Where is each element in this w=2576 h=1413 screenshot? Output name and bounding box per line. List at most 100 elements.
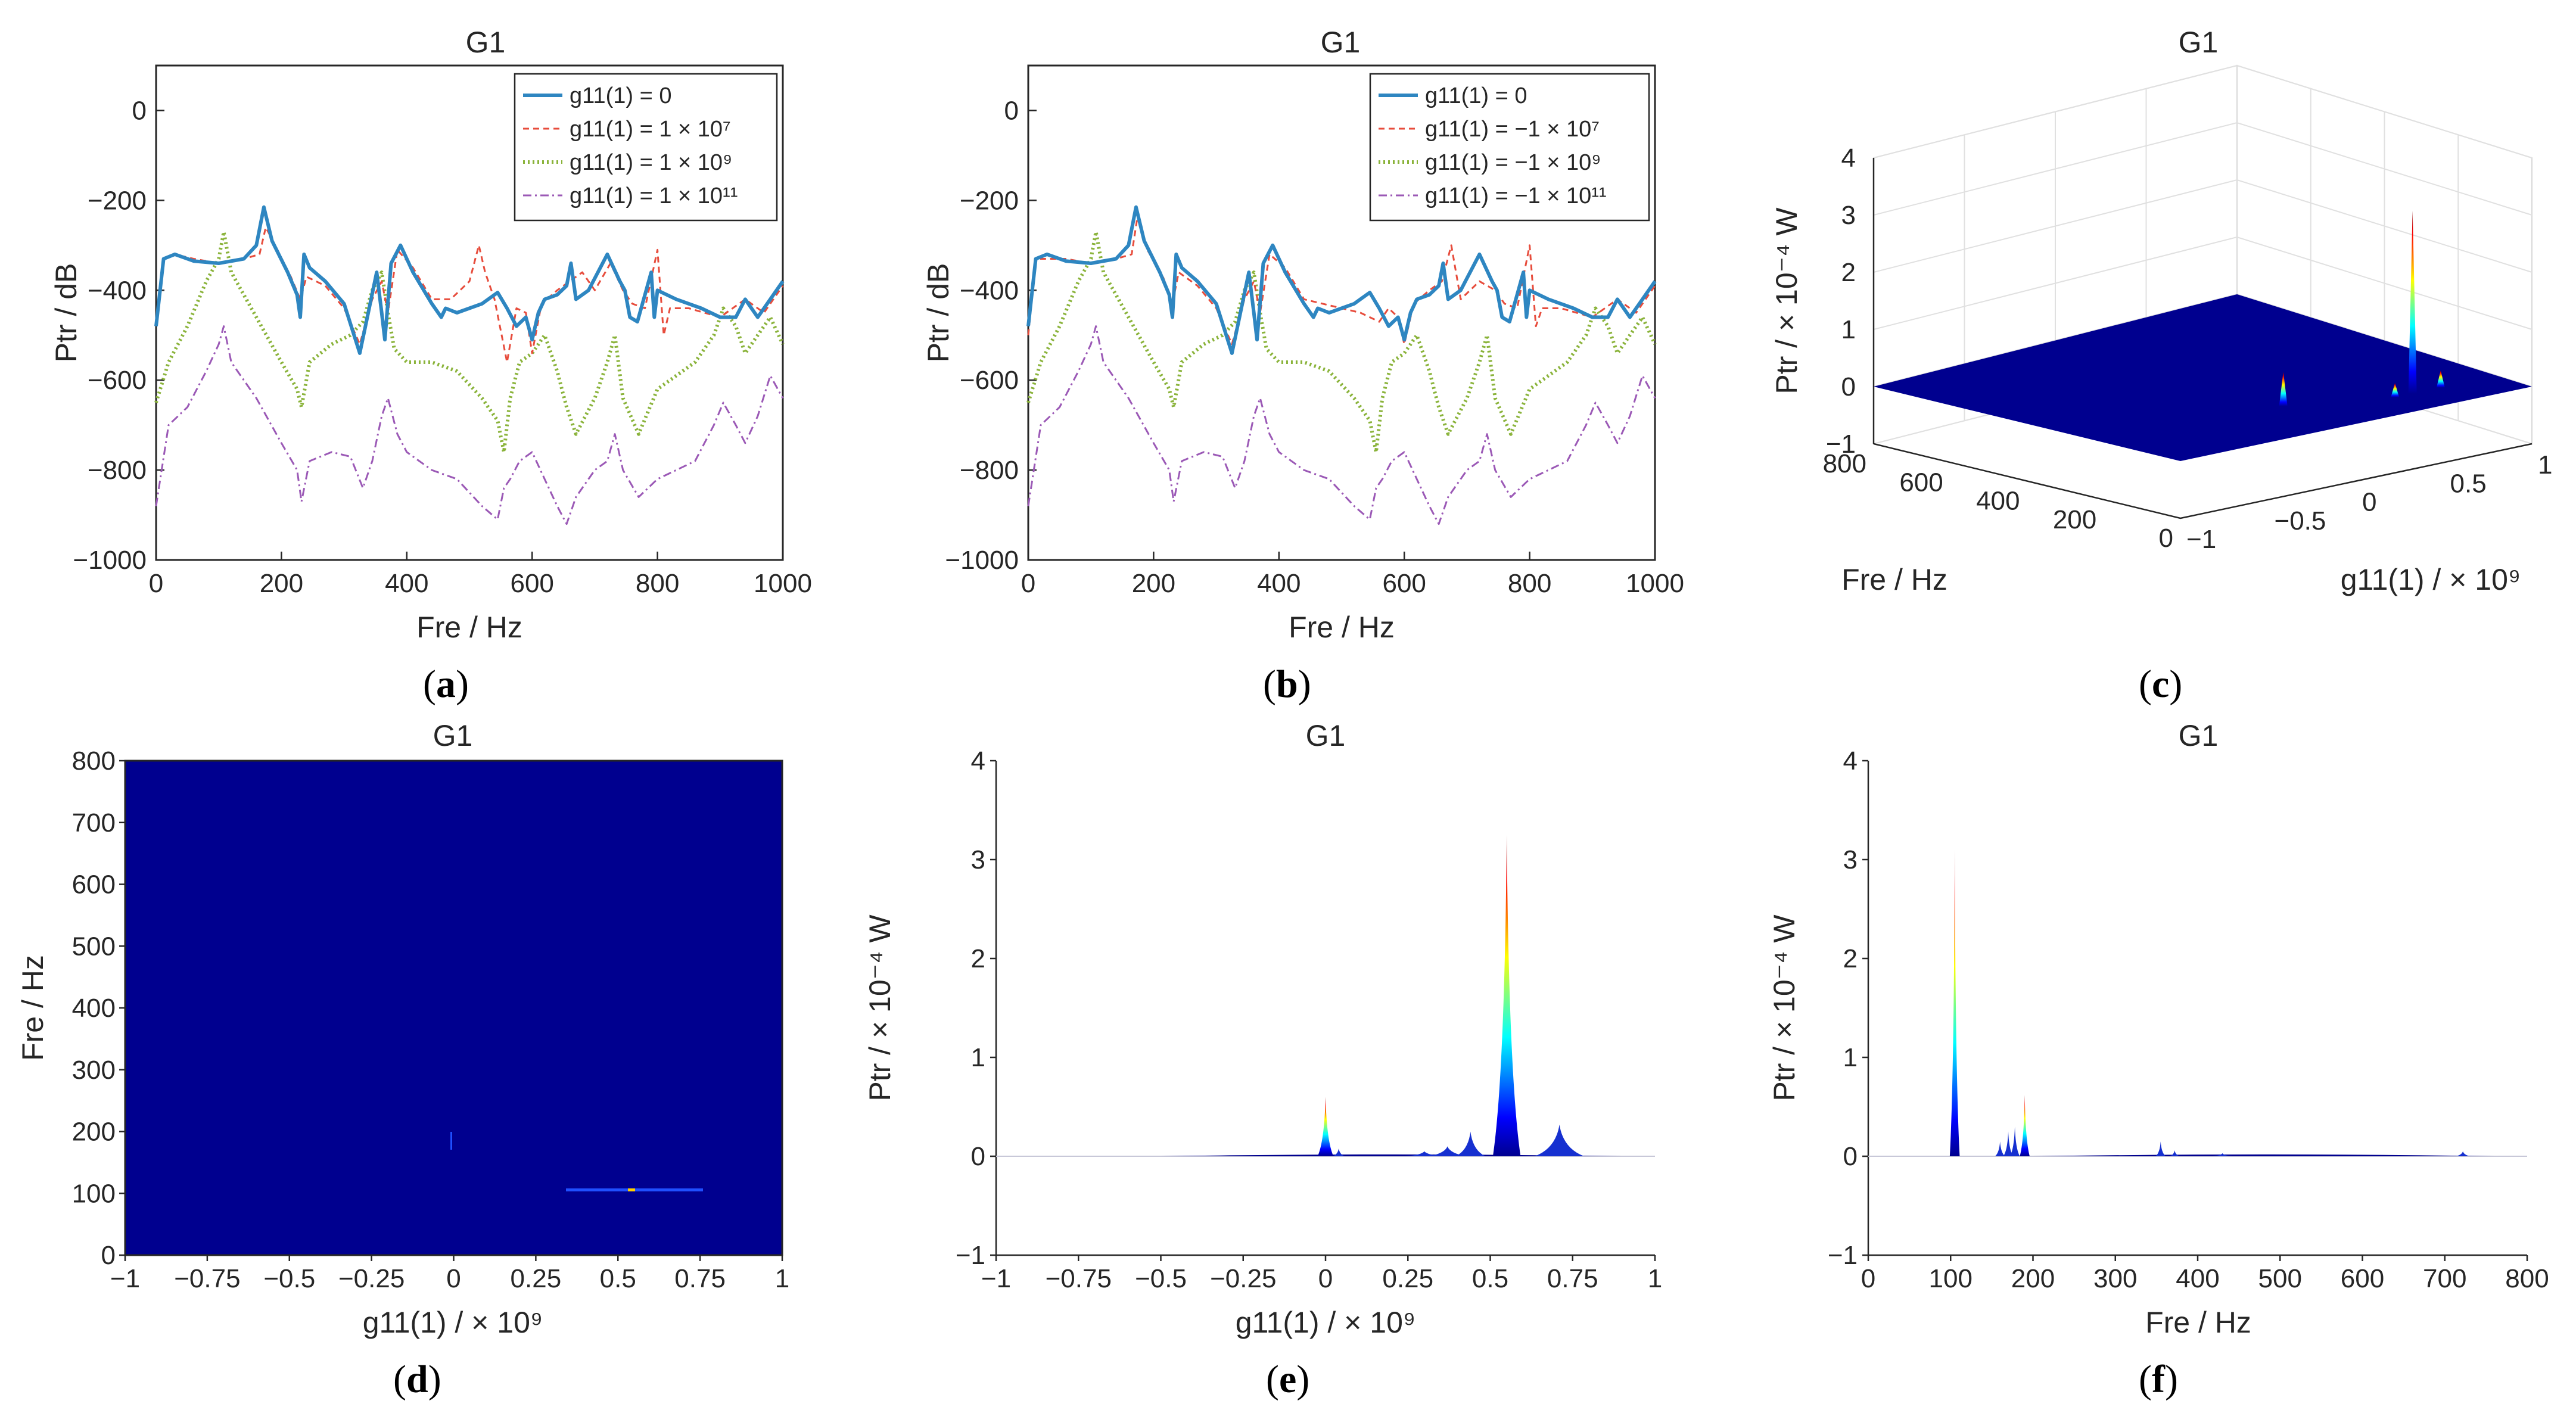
c-ztick-label: 3 bbox=[1841, 201, 1856, 230]
f-xtick-label: 0 bbox=[1861, 1264, 1875, 1293]
legend-b-entry-3: g11(1) = −1 × 10⁹ bbox=[1425, 150, 1601, 175]
b-ytick-label: −600 bbox=[960, 366, 1019, 395]
d-xtick-label: 0.25 bbox=[511, 1264, 562, 1293]
e-xtick-label: −0.75 bbox=[1046, 1264, 1112, 1293]
panel-d-caption: (d) bbox=[393, 1358, 441, 1401]
panel-a-xlabel: Fre / Hz bbox=[416, 611, 522, 644]
panel-e-ylabel: Ptr / × 10⁻⁴ W bbox=[863, 914, 897, 1101]
d-xtick-label: −0.75 bbox=[174, 1264, 240, 1293]
a-ytick-label: −600 bbox=[88, 366, 147, 395]
f-peak-7 bbox=[2169, 1150, 2180, 1156]
f-base-fill bbox=[2033, 1154, 2494, 1156]
e-peak-3 bbox=[1404, 1151, 1445, 1156]
d-ytick-label: 0 bbox=[101, 1241, 116, 1270]
f-peak-8 bbox=[2212, 1153, 2233, 1156]
f-xtick-label: 300 bbox=[2093, 1264, 2137, 1293]
e-xtick-label: 0 bbox=[1318, 1264, 1333, 1293]
panel-f-caption: (f) bbox=[2139, 1358, 2178, 1401]
b-ytick-label: −200 bbox=[960, 186, 1019, 215]
d-xtick-label: −1 bbox=[110, 1264, 140, 1293]
d-ytick-label: 200 bbox=[72, 1118, 116, 1147]
c-g-tick-label: 0.5 bbox=[2450, 469, 2487, 498]
c-peak-4 bbox=[2391, 382, 2400, 397]
b-xtick-label: 200 bbox=[1132, 569, 1175, 598]
panel-e-caption: (e) bbox=[1266, 1358, 1309, 1401]
a-xtick-label: 1000 bbox=[754, 569, 812, 598]
c-peak-3 bbox=[2436, 370, 2445, 388]
d-xtick-label: 1 bbox=[775, 1264, 789, 1293]
panel-a: G1 0 −200 −400 −600 −800 −1000 0 200 400 600 800 1… bbox=[49, 26, 812, 706]
e-xtick-label: 0.25 bbox=[1382, 1264, 1433, 1293]
panel-f-title: G1 bbox=[2179, 719, 2219, 752]
e-peak-4 bbox=[1427, 1146, 1467, 1156]
d-xtick-label: 0.5 bbox=[600, 1264, 636, 1293]
c-g-tick-label: 1 bbox=[2538, 450, 2552, 480]
legend-a-entry-2: g11(1) = 1 × 10⁷ bbox=[570, 117, 731, 142]
panel-f-ylabel: Ptr / × 10⁻⁴ W bbox=[1768, 914, 1801, 1101]
e-ytick-label: 2 bbox=[971, 944, 985, 973]
c-ztick-label: 0 bbox=[1841, 372, 1856, 402]
e-peak-7 bbox=[1535, 1124, 1585, 1156]
panel-d-title: G1 bbox=[433, 719, 473, 752]
panel-c: G1 4 3 2 1 0 −1 800 600 400 200 0 −1 −0.5 0 0.5 1 Ptr … bbox=[1770, 26, 2552, 706]
a-xtick-label: 800 bbox=[636, 569, 679, 598]
b-xtick-label: 400 bbox=[1257, 569, 1301, 598]
f-ytick-label: 2 bbox=[1843, 944, 1858, 973]
f-peak-4 bbox=[2009, 1126, 2020, 1156]
d-ytick-label: 400 bbox=[72, 994, 116, 1023]
f-ytick-label: 4 bbox=[1843, 746, 1858, 776]
e-ytick-label: 4 bbox=[971, 746, 985, 776]
f-ytick-label: 1 bbox=[1843, 1043, 1858, 1072]
c-g-tick-label: −1 bbox=[2186, 525, 2216, 554]
panel-b-ylabel: Ptr / dB bbox=[922, 263, 955, 363]
panel-a-caption: (a) bbox=[423, 662, 469, 706]
a-ytick-label: −200 bbox=[88, 186, 147, 215]
d-xtick-label: −0.5 bbox=[263, 1264, 315, 1293]
c-g-tick-label: 0 bbox=[2362, 488, 2376, 517]
panel-b-caption: (b) bbox=[1263, 662, 1311, 706]
legend-b-entry-1: g11(1) = 0 bbox=[1425, 83, 1527, 108]
f-peak-9 bbox=[2455, 1151, 2471, 1156]
panel-c-caption: (c) bbox=[2139, 662, 2182, 706]
legend-b-entry-4: g11(1) = −1 × 10¹¹ bbox=[1425, 183, 1607, 208]
panel-d-xlabel: g11(1) / × 10⁹ bbox=[363, 1306, 543, 1339]
c-ztick-label: 4 bbox=[1841, 144, 1856, 173]
d-xtick-label: −0.25 bbox=[338, 1264, 405, 1293]
panel-d-streak bbox=[450, 1132, 452, 1150]
c-fre-tick-label: 600 bbox=[1899, 468, 1943, 497]
f-peak-1 bbox=[1949, 849, 1960, 1156]
f-peak-2 bbox=[1995, 1141, 2005, 1156]
d-xtick-label: 0 bbox=[446, 1264, 461, 1293]
panel-e-xlabel: g11(1) / × 10⁹ bbox=[1236, 1306, 1416, 1339]
d-ytick-label: 500 bbox=[72, 932, 116, 961]
panel-b-xlabel: Fre / Hz bbox=[1289, 611, 1395, 644]
a-series-line-4 bbox=[155, 325, 784, 525]
c-grid-line bbox=[1873, 64, 2533, 158]
c-fre-tick-label: 400 bbox=[1976, 487, 2020, 516]
f-xtick-label: 200 bbox=[2011, 1264, 2055, 1293]
panel-c-xlabel: g11(1) / × 10⁹ bbox=[2341, 563, 2521, 596]
a-ytick-label: 0 bbox=[132, 96, 147, 125]
panel-c-surface bbox=[1874, 294, 2532, 461]
b-xtick-label: 800 bbox=[1508, 569, 1551, 598]
legend-b-entry-2: g11(1) = −1 × 10⁷ bbox=[1425, 117, 1600, 142]
d-xtick-label: 0.75 bbox=[674, 1264, 726, 1293]
a-ytick-label: −1000 bbox=[73, 546, 147, 575]
d-ytick-label: 100 bbox=[72, 1179, 116, 1208]
c-grid-line bbox=[1873, 179, 2533, 273]
f-xtick-label: 700 bbox=[2423, 1264, 2466, 1293]
c-g-tick-label: −0.5 bbox=[2275, 506, 2326, 536]
c-peak-1 bbox=[2408, 210, 2417, 394]
panel-a-legend: g11(1) = 0 g11(1) = 1 × 10⁷ g11(1) = 1 ×… bbox=[514, 73, 778, 222]
b-ytick-label: 0 bbox=[1004, 96, 1019, 125]
a-xtick-label: 200 bbox=[260, 569, 303, 598]
e-peak-5 bbox=[1455, 1131, 1486, 1156]
d-ytick-label: 700 bbox=[72, 808, 116, 838]
e-ytick-label: 3 bbox=[971, 845, 985, 874]
f-xtick-label: 800 bbox=[2505, 1264, 2549, 1293]
e-xtick-label: 0.75 bbox=[1547, 1264, 1598, 1293]
a-ytick-label: −800 bbox=[88, 456, 147, 485]
b-xtick-label: 600 bbox=[1382, 569, 1426, 598]
